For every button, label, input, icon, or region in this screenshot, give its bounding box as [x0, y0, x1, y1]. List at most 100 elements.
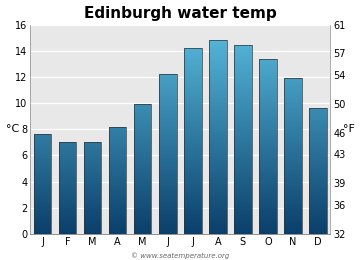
Bar [209, 185, 226, 187]
Bar [59, 162, 76, 163]
Bar [159, 126, 176, 127]
Bar [84, 148, 102, 149]
Bar [209, 232, 226, 234]
Bar [34, 201, 51, 202]
Bar [134, 146, 152, 147]
Bar [284, 138, 302, 139]
Bar [134, 143, 152, 144]
Bar [309, 116, 327, 117]
Bar [259, 174, 276, 176]
Bar [184, 73, 202, 74]
Bar [34, 197, 51, 198]
Bar [84, 192, 102, 193]
Bar [184, 110, 202, 112]
Bar [184, 127, 202, 129]
Bar [209, 58, 226, 60]
Bar [309, 188, 327, 189]
Bar [109, 160, 126, 161]
Bar [84, 156, 102, 157]
Bar [284, 151, 302, 152]
Bar [134, 139, 152, 140]
Bar [134, 128, 152, 129]
Bar [84, 217, 102, 218]
Bar [134, 132, 152, 133]
Bar [309, 196, 327, 197]
Bar [34, 136, 51, 137]
Bar [234, 143, 252, 144]
Bar [34, 165, 51, 166]
Bar [34, 167, 51, 168]
Bar [109, 174, 126, 175]
Bar [159, 158, 176, 159]
Bar [209, 71, 226, 73]
Bar [134, 230, 152, 231]
Bar [134, 159, 152, 160]
Bar [159, 189, 176, 190]
Bar [59, 223, 76, 224]
Bar [159, 127, 176, 129]
Bar [259, 76, 276, 77]
Bar [109, 205, 126, 206]
Bar [159, 105, 176, 106]
Bar [259, 197, 276, 199]
Bar [159, 210, 176, 211]
Bar [284, 100, 302, 101]
Bar [209, 60, 226, 61]
Bar [109, 231, 126, 232]
Bar [134, 152, 152, 153]
Bar [209, 66, 226, 68]
Bar [309, 219, 327, 220]
Bar [309, 140, 327, 141]
Bar [134, 193, 152, 194]
Bar [134, 112, 152, 113]
Bar [184, 79, 202, 81]
Bar [209, 43, 226, 45]
Bar [184, 214, 202, 215]
Bar [209, 205, 226, 206]
Bar [59, 175, 76, 176]
Bar [134, 200, 152, 202]
Bar [134, 203, 152, 204]
Bar [234, 53, 252, 55]
Bar [234, 170, 252, 171]
Bar [284, 222, 302, 224]
Bar [284, 224, 302, 225]
Bar [109, 158, 126, 159]
Bar [184, 98, 202, 99]
Bar [234, 46, 252, 47]
Bar [59, 154, 76, 155]
Bar [159, 90, 176, 92]
Bar [234, 64, 252, 66]
Bar [184, 150, 202, 152]
Bar [84, 229, 102, 230]
Bar [284, 122, 302, 123]
Bar [159, 179, 176, 181]
Bar [259, 170, 276, 171]
Bar [34, 152, 51, 153]
Bar [184, 57, 202, 59]
Bar [284, 146, 302, 147]
Bar [109, 162, 126, 163]
Bar [209, 231, 226, 232]
Bar [259, 99, 276, 101]
Bar [259, 101, 276, 102]
Bar [159, 77, 176, 78]
Bar [84, 181, 102, 182]
Bar [209, 110, 226, 111]
Bar [234, 195, 252, 196]
Bar [134, 137, 152, 138]
Bar [234, 47, 252, 49]
Bar [259, 188, 276, 190]
Bar [109, 176, 126, 177]
Bar [184, 139, 202, 141]
Bar [134, 186, 152, 187]
Bar [134, 151, 152, 152]
Bar [234, 229, 252, 231]
Bar [209, 157, 226, 158]
Bar [59, 164, 76, 165]
Bar [134, 147, 152, 148]
Bar [134, 202, 152, 203]
Bar [209, 77, 226, 79]
Bar [184, 70, 202, 71]
Bar [259, 105, 276, 107]
